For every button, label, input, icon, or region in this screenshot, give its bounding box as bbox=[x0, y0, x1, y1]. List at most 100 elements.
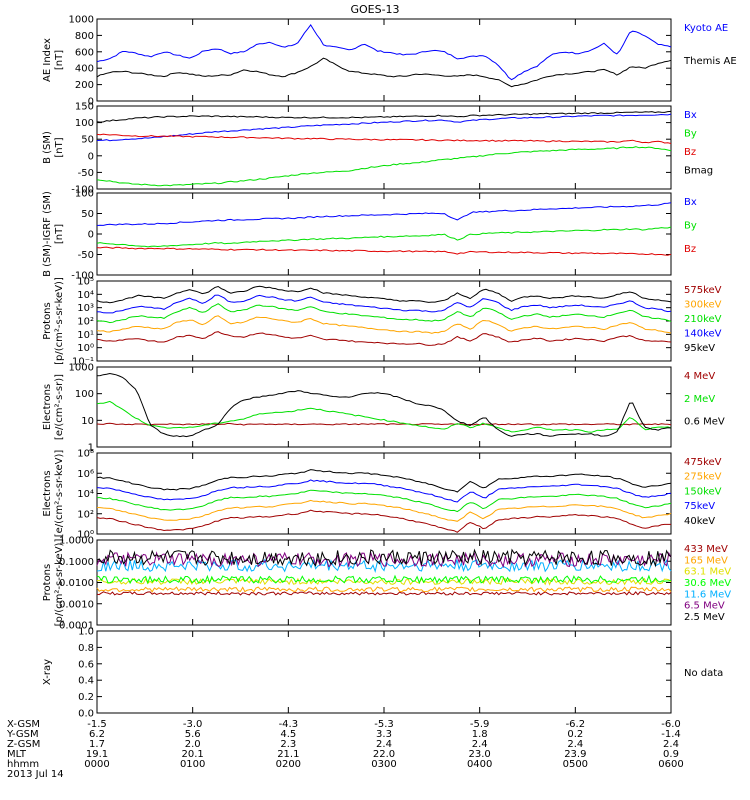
orbit-value: 2.3 bbox=[280, 739, 296, 750]
legend-entry: 2.5 MeV bbox=[684, 612, 725, 623]
orbit-value: 2.4 bbox=[472, 739, 488, 750]
y-tick-label: 0.0100 bbox=[59, 578, 94, 589]
series-line-Bz bbox=[96, 133, 672, 144]
legend-entry: 6.5 MeV bbox=[684, 601, 725, 612]
orbit-value: 2.4 bbox=[663, 739, 679, 750]
legend-entry: Bz bbox=[684, 147, 696, 158]
legend-entry: Bx bbox=[684, 110, 697, 121]
series-line-575keV bbox=[96, 331, 672, 346]
y-tick-label: 100 bbox=[75, 389, 94, 400]
y-axis-label: Electrons bbox=[42, 470, 53, 516]
orbit-date: 2013 Jul 14 bbox=[7, 769, 64, 780]
orbit-row-label: Y-GSM bbox=[6, 729, 39, 740]
y-tick-label: 600 bbox=[75, 47, 94, 58]
orbit-value: 2.4 bbox=[567, 739, 583, 750]
orbit-value: 22.0 bbox=[373, 749, 395, 760]
series-line-11.6-MeV bbox=[96, 558, 672, 574]
series-line-165-MeV bbox=[96, 586, 672, 593]
y-tick-label: 0.6 bbox=[78, 659, 94, 670]
y-axis-label: AE Index bbox=[42, 38, 53, 82]
y-tick-label: 0.8 bbox=[78, 643, 94, 654]
y-tick-label: 50 bbox=[81, 209, 94, 220]
y-tick-label: 10² bbox=[77, 317, 94, 328]
orbit-value: -5.9 bbox=[470, 719, 490, 730]
legend-entry: 11.6 MeV bbox=[684, 589, 731, 600]
series-line-Bx bbox=[96, 113, 672, 142]
y-tick-label: 0 bbox=[88, 151, 94, 162]
y-tick-label: 10⁶ bbox=[77, 469, 94, 480]
orbit-value: 21.1 bbox=[277, 749, 299, 760]
panel-frame bbox=[96, 366, 672, 448]
legend-entry: 40keV bbox=[684, 516, 715, 527]
y-tick-label: 200 bbox=[75, 80, 94, 91]
legend-entry: By bbox=[684, 128, 697, 139]
panel-frame bbox=[96, 452, 672, 535]
orbit-value: -3.0 bbox=[183, 719, 203, 730]
series-line-4-MeV bbox=[96, 422, 672, 426]
panel-frame bbox=[96, 630, 672, 714]
y-tick-label: 10³ bbox=[77, 303, 94, 314]
series-line-475keV bbox=[96, 509, 671, 533]
y-axis-label: Protons bbox=[42, 302, 53, 339]
series-line-Bx bbox=[96, 202, 672, 226]
orbit-value: 5.6 bbox=[185, 729, 201, 740]
orbit-row-label: MLT bbox=[7, 749, 27, 760]
y-axis-unit: [nT] bbox=[54, 50, 65, 70]
series-line-40keV bbox=[96, 469, 672, 493]
orbit-row-label: Z-GSM bbox=[7, 739, 40, 750]
y-tick-label: 10⁴ bbox=[77, 290, 94, 301]
orbit-value: -4.3 bbox=[279, 719, 299, 730]
y-axis-unit: [e/(cm²-s-sr)] bbox=[54, 374, 65, 440]
series-line-30.6-MeV bbox=[96, 574, 672, 585]
series-line-2.5-MeV bbox=[96, 548, 672, 568]
series-line-0.6-MeV bbox=[96, 372, 672, 438]
y-tick-label: -100 bbox=[71, 185, 94, 196]
legend-entry: 165 MeV bbox=[684, 555, 728, 566]
y-tick-label: 100 bbox=[75, 118, 94, 129]
legend-entry: 433 MeV bbox=[684, 544, 728, 555]
y-tick-label: 1.0 bbox=[78, 627, 94, 638]
y-tick-label: 10⁻¹ bbox=[72, 357, 94, 368]
y-tick-label: 1000 bbox=[69, 15, 94, 26]
orbit-value: 20.1 bbox=[182, 749, 204, 760]
legend-entry: 210keV bbox=[684, 314, 722, 325]
y-tick-label: -50 bbox=[78, 168, 94, 179]
series-line-300keV bbox=[96, 315, 672, 334]
orbit-value: 0100 bbox=[180, 759, 205, 770]
series-line-6.5-MeV bbox=[96, 550, 672, 569]
orbit-value: 19.1 bbox=[86, 749, 108, 760]
legend-entry: By bbox=[684, 220, 697, 231]
series-line-150keV bbox=[97, 489, 672, 513]
series-line-By bbox=[96, 146, 672, 187]
series-line-Bmag bbox=[96, 110, 672, 123]
y-axis-label: Protons bbox=[42, 564, 53, 601]
legend-entry: 300keV bbox=[684, 300, 722, 311]
orbit-value: 0200 bbox=[276, 759, 301, 770]
series-line-95keV bbox=[96, 285, 672, 304]
orbit-value: 0500 bbox=[563, 759, 588, 770]
legend-entry: Themis AE bbox=[683, 56, 737, 67]
y-tick-label: 10⁰ bbox=[77, 530, 94, 541]
y-tick-label: 1.0000 bbox=[59, 536, 94, 547]
no-data-note: No data bbox=[684, 668, 723, 679]
chart-title: GOES-13 bbox=[350, 3, 399, 16]
legend-entry: 140keV bbox=[684, 329, 722, 340]
series-line-2-MeV bbox=[96, 400, 672, 433]
orbit-value: 3.3 bbox=[376, 729, 392, 740]
series-line-75keV bbox=[96, 479, 672, 503]
series-line-Themis-AE bbox=[96, 57, 672, 88]
panel-frame bbox=[96, 18, 672, 102]
y-tick-label: 10⁴ bbox=[77, 489, 94, 500]
y-tick-label: 50 bbox=[81, 135, 94, 146]
y-tick-label: 10⁸ bbox=[77, 449, 94, 460]
panel-frame bbox=[96, 192, 672, 276]
legend-entry: 2 MeV bbox=[684, 394, 715, 405]
legend-entry: 75keV bbox=[684, 501, 715, 512]
series-line-By bbox=[96, 226, 672, 248]
y-tick-label: -100 bbox=[71, 271, 94, 282]
orbit-value: 0300 bbox=[371, 759, 396, 770]
legend-entry: 275keV bbox=[684, 472, 722, 483]
orbit-value: 23.9 bbox=[564, 749, 586, 760]
orbit-value: 23.0 bbox=[469, 749, 491, 760]
